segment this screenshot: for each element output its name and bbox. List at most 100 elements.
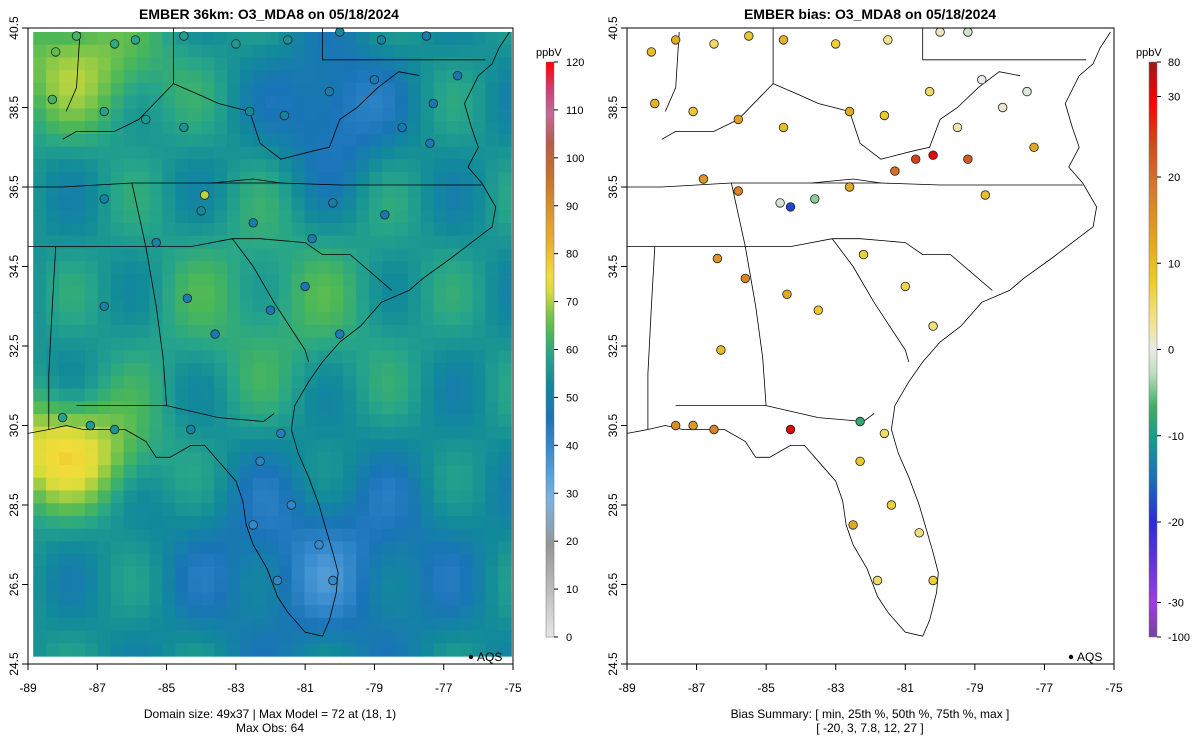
colorbar-tick-label: 30 [1168,92,1180,104]
grid-cell [149,82,163,97]
grid-cell [149,337,163,351]
grid-cell [304,172,319,186]
grid-cell [420,414,435,428]
grid-cell [382,528,396,543]
grid-cell [59,299,73,313]
grid-cell [162,579,176,593]
grid-cell [304,133,319,148]
grid-cell [33,121,47,135]
grid-cell [136,388,151,402]
grid-cell [394,579,409,593]
grid-cell [433,605,448,619]
grid-cell [265,197,280,211]
grid-cell [498,172,512,186]
grid-cell [433,286,448,301]
grid-cell [304,528,319,543]
grid-cell [433,108,448,122]
grid-cell [265,184,280,199]
grid-cell [382,159,396,173]
grid-cell [278,617,293,632]
grid-cell [472,617,487,632]
bias-marker [716,345,726,355]
grid-cell [265,617,280,632]
grid-cell [214,95,228,109]
y-tick-label: 36.5 [606,175,620,199]
grid-cell [84,605,99,619]
grid-cell [123,146,138,160]
grid-cell [201,248,215,262]
grid-cell [472,223,487,237]
grid-cell [265,261,280,275]
bias-marker [952,122,963,133]
state-line [48,246,57,430]
grid-cell [175,566,189,581]
grid-cell [149,643,163,657]
grid-cell [188,439,202,453]
grid-cell [265,401,280,415]
grid-cell [356,439,370,453]
grid-cell [446,159,461,173]
grid-cell [162,95,176,109]
state-line [65,31,81,112]
grid-cell [136,299,151,313]
grid-cell [304,159,319,173]
grid-cell [110,477,125,492]
grid-cell [485,235,499,250]
grid-cell [330,210,344,224]
grid-cell [265,363,280,377]
grid-cell [227,515,241,530]
grid-cell [110,57,125,71]
colorbar-tick-label: 70 [566,297,578,309]
grid-cell [278,439,293,453]
grid-cell [394,261,409,275]
grid-cell [265,439,280,453]
y-tick-label: 28.5 [7,493,21,517]
grid-cell [201,477,215,492]
grid-cell [459,401,474,415]
grid-cell [188,44,202,59]
grid-cell [239,273,254,288]
grid-cell [84,273,99,288]
grid-cell [59,643,73,657]
grid-cell [227,566,241,581]
grid-cell [356,617,370,632]
grid-cell [33,439,47,453]
observation-marker [51,47,61,57]
grid-cell [498,426,512,441]
state-line [145,246,167,406]
grid-cell [33,184,47,199]
grid-cell [149,490,163,504]
grid-cell [265,554,280,568]
grid-cell [239,82,254,97]
grid-cell [485,210,499,224]
grid-cell [162,235,176,250]
grid-cell [188,324,202,339]
grid-cell [420,108,435,122]
grid-cell [291,426,306,441]
grid-cell [291,439,306,453]
grid-cell [343,579,357,593]
grid-cell [446,630,461,644]
grid-cell [71,388,86,402]
grid-cell [33,146,47,160]
grid-cell [162,286,176,301]
grid-cell [227,248,241,262]
grid-cell [175,57,189,71]
observation-marker [210,329,220,339]
grid-cell [394,401,409,415]
grid-cell [343,401,357,415]
grid-cell [265,541,280,555]
grid-cell [227,95,241,109]
grid-cell [382,541,396,555]
grid-cell [71,426,86,441]
grid-cell [420,197,435,211]
grid-cell [369,465,383,479]
grid-cell [407,108,422,122]
grid-cell [498,528,512,543]
grid-cell [265,324,280,339]
grid-cell [420,503,435,517]
grid-cell [343,630,357,644]
grid-cell [59,554,73,568]
grid-cell [291,465,306,479]
grid-cell [71,273,86,288]
